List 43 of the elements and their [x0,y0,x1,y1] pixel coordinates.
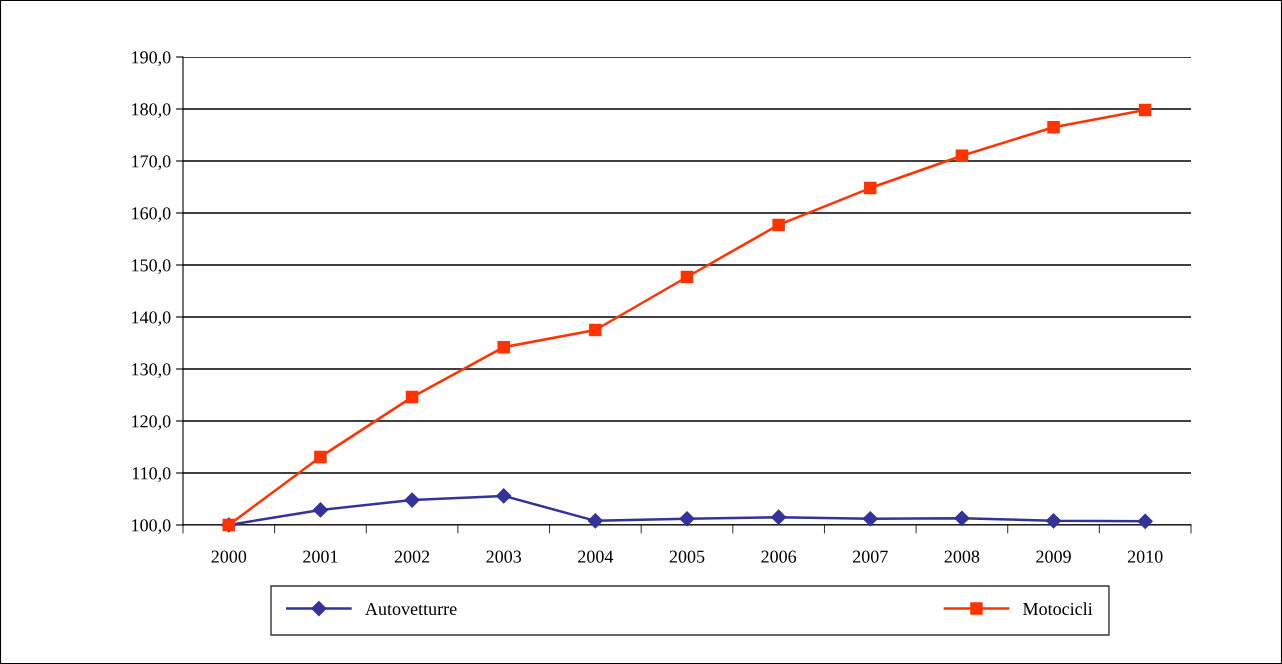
point [680,270,694,284]
x-tick-label: 2003 [486,550,522,563]
x-tick-label: 2010 [1127,550,1163,563]
point [1045,513,1062,529]
point [862,511,878,527]
x-tick-label: 2006 [761,550,797,563]
point [405,390,419,404]
point [312,502,329,518]
x-tick-label: 2008 [944,550,980,563]
x-tick-label: 2001 [303,550,338,563]
x-tick-label: 2002 [394,550,430,563]
point [1137,513,1153,529]
point [772,218,785,232]
y-tick-label: 160,0 [132,207,171,223]
y-tick-label: 140,0 [132,311,171,327]
point [771,509,787,525]
y-tick-label: 130,0 [132,363,171,379]
point [679,511,695,527]
x-tick-label: 2004 [578,550,614,563]
y-tick-label: 170,0 [132,155,171,171]
legend-label: Motocicli [1023,602,1093,616]
point [496,488,512,504]
point [864,181,877,195]
point [314,450,327,464]
y-tick-label: 190,0 [132,51,171,67]
x-tick-label: 2005 [669,550,705,563]
y-tick-label: 120,0 [132,415,171,431]
y-tick-label: 110,0 [132,467,171,483]
x-tick-label: 2007 [853,550,888,563]
y-tick-label: 100,0 [132,519,171,535]
point [404,492,420,508]
legend-label: Autovetturre [365,602,457,616]
point [954,510,970,526]
point [1138,103,1152,117]
y-tick-label: 150,0 [132,259,171,275]
point [1047,120,1060,134]
y-tick-label: 180,0 [132,103,171,119]
x-tick-label: 2009 [1036,550,1071,563]
point [955,149,969,163]
x-tick-label: 2000 [211,550,247,563]
point [497,340,510,354]
point [587,513,603,529]
point [589,323,602,337]
